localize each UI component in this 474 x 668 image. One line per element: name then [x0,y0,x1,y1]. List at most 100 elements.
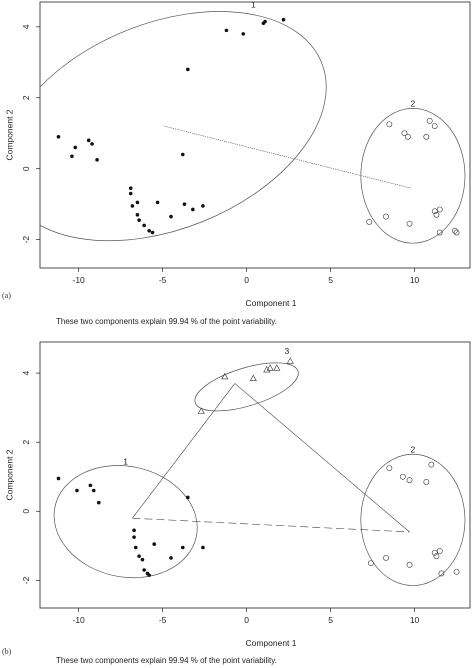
panel-b-caption: These two components explain 99.94 % of … [56,656,277,665]
cluster-3-point [221,372,229,380]
cluster-1-point [150,230,155,235]
plot-area: 12 [40,2,466,244]
cluster-2-point [453,229,460,236]
cluster-2-point [367,560,374,566]
cluster-2-ellipse [360,453,466,586]
cluster-1-point [137,218,141,222]
cluster-1-point [180,545,185,550]
panel-b-tag: (b) [2,647,12,656]
cluster-1-point [201,204,205,208]
cluster-2-point [451,227,458,234]
cluster-1-point [73,145,78,150]
y-axis-label: Component 2 [4,109,14,160]
cluster-1-point [147,573,151,577]
y-tick-label: -2 [21,236,31,244]
cluster-2-point [406,477,413,484]
cluster-1-point [70,154,74,159]
cluster-1-point [191,207,195,212]
cluster-3-point [197,407,205,414]
cluster-1-point [180,152,185,157]
x-axis-label: Component 1 [245,298,296,308]
y-tick-label: 2 [21,95,31,100]
cluster-1-point [201,545,205,550]
cluster-2-point [436,206,443,213]
cluster-link [132,383,236,519]
cluster-2-point [406,220,413,227]
cluster-3-point [266,364,274,371]
cluster-1-point [142,223,146,228]
x-axis-label: Component 1 [245,638,296,648]
cluster-1-point [186,67,190,72]
cluster-1-point [152,542,157,546]
plot-frame [39,1,471,269]
cluster-1-point [130,204,135,208]
x-tick-label: 5 [328,275,333,285]
cluster-1-point [91,488,96,493]
y-tick-label: 0 [21,166,31,171]
cluster-1-point [128,186,133,190]
cluster-1-point [135,200,140,205]
x-tick-label: -10 [72,275,85,285]
cluster-3-ellipse [194,362,299,412]
cluster-1-point [86,138,91,143]
x-tick-label: 5 [328,615,333,625]
cluster-1-label: 1 [123,456,128,466]
cluster-3-label: 3 [285,346,290,356]
cluster-1-point [56,134,61,139]
cluster-1-point [140,557,145,562]
cluster-1-point [142,568,146,572]
cluster-3-point [286,357,294,364]
x-tick-label: -10 [72,615,85,625]
cluster-2-ellipse [360,108,466,244]
cluster-3-point [249,374,257,381]
cluster-1-point [186,495,190,500]
cluster-1-point [241,32,246,36]
cluster-2-point [386,465,393,471]
cluster-1-point [224,28,229,33]
cluster-1-point [169,556,173,560]
cluster-1-point [137,554,141,558]
cluster-1-point [182,202,187,206]
plot-frame [39,341,471,609]
cluster-3-point [273,364,281,371]
x-tick-label: 10 [410,615,420,625]
cluster-1-point [88,483,93,488]
y-tick-label: -2 [21,576,31,584]
cluster-link [164,125,412,189]
cluster-2-point [438,570,445,577]
y-tick-label: 4 [21,370,31,375]
cluster-1-point [155,200,160,205]
cluster-2-point [399,473,406,480]
cluster-2-point [431,123,438,130]
cluster-2-point [436,229,443,236]
plot-area: 1 2 3 [53,346,466,586]
x-tick-label: 10 [410,275,420,285]
cluster-1-point [95,158,99,162]
x-tick-label: -5 [159,615,167,625]
cluster-2-point [426,117,433,124]
cluster-1-point [132,535,136,539]
y-axis-label: Component 2 [4,449,14,500]
cluster-2-point [383,213,389,220]
cluster-1-ellipse [40,11,327,242]
cluster-1-ellipse [53,465,198,579]
cluster-1-point [135,213,140,217]
panel-a-tag: (a) [2,291,11,300]
y-tick-label: 2 [21,440,31,445]
cluster-2-point [433,553,440,560]
cluster-1-point [281,17,286,22]
x-tick-label: -5 [159,275,167,285]
cluster-1-point [147,228,151,233]
cluster-2-point [401,130,408,137]
panel-a-caption: These two components explain 99.94 % of … [56,317,277,326]
x-tick-label: 0 [244,615,249,625]
cluster-3-point [263,366,271,373]
cluster-2-point [404,133,411,140]
y-tick-label: 0 [21,509,31,514]
panel-b: -10 -5 0 5 10 -2 0 2 4 Component 1 Component 2 1 2 3 [4,341,471,648]
x-tick-label: 0 [244,275,249,285]
cluster-2-point [436,548,443,554]
cluster-2-point [383,555,389,561]
cluster-2-point [406,561,413,568]
